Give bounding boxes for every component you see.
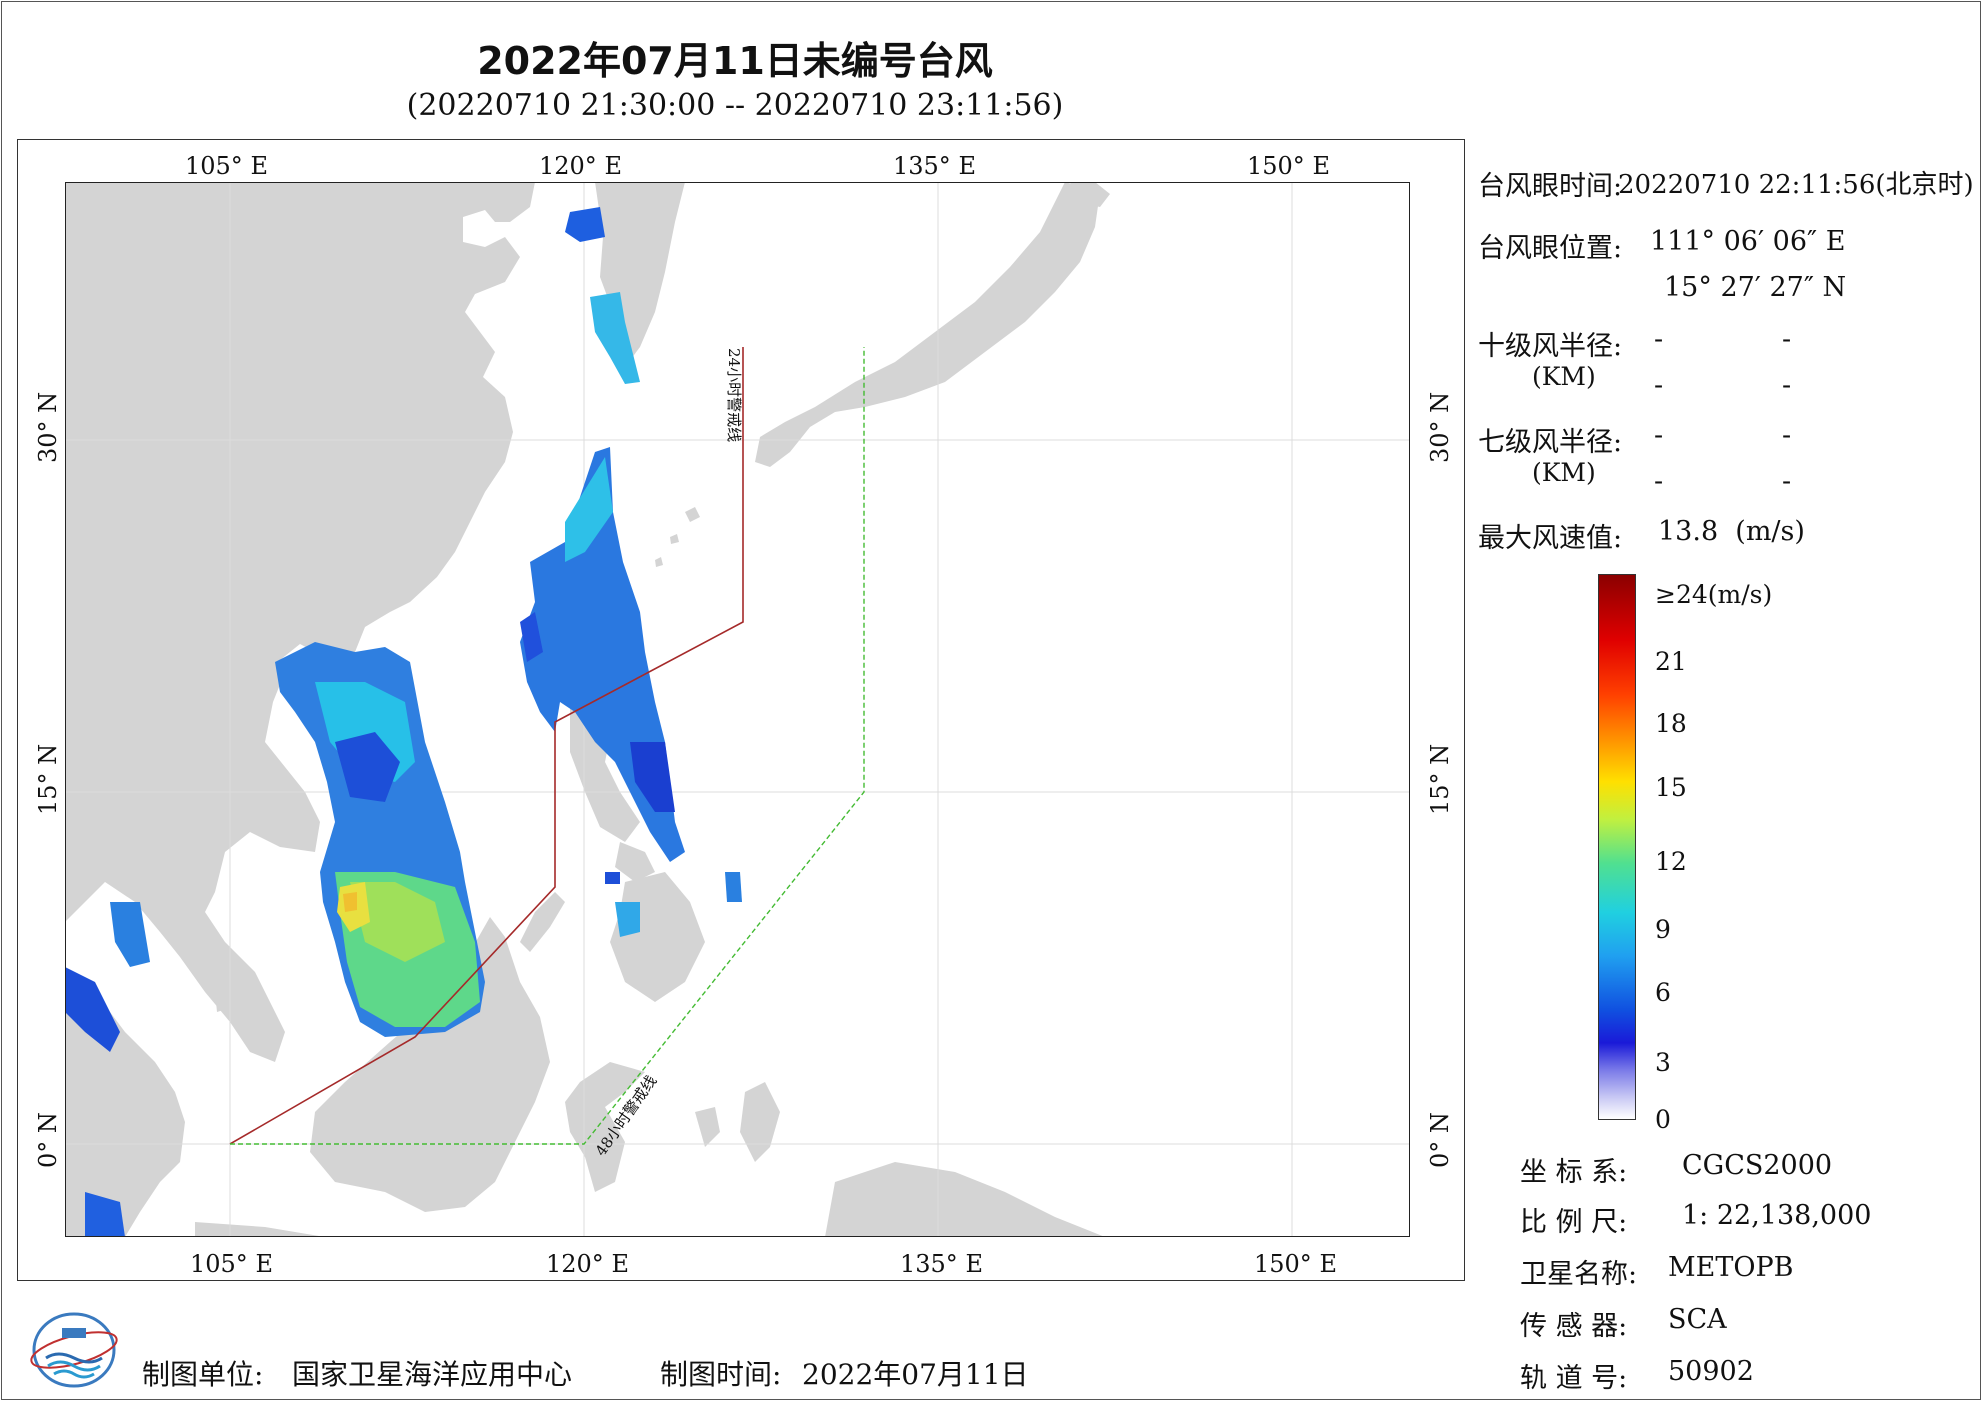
r10-km-label: (KM) — [1532, 362, 1596, 391]
gulf-of-thailand-islands — [215, 987, 233, 1012]
new-guinea-island — [825, 1162, 1105, 1237]
satellite-label: 卫星名称: — [1520, 1259, 1638, 1290]
nsoas-logo-icon — [30, 1312, 118, 1388]
hokkaido-island — [1070, 182, 1110, 207]
r7-dash-4: - — [1782, 466, 1792, 497]
swath-scs-yellowgreen — [350, 882, 445, 962]
r7-km-label: (KM) — [1532, 458, 1596, 487]
borneo-island — [310, 917, 550, 1212]
moluccas-islands — [695, 1082, 780, 1162]
swath-luzon-deepblue — [630, 742, 675, 812]
crs-value: CGCS2000 — [1682, 1150, 1833, 1181]
palawan-island — [520, 892, 565, 952]
map-subtitle: (20220710 21:30:00 -- 20220710 23:11:56) — [406, 88, 1064, 123]
colorbar-label-18: 18 — [1655, 709, 1687, 738]
r7-label: 七级风半径: — [1478, 427, 1623, 458]
eye-latitude: 15° 27′ 27″ N — [1664, 272, 1847, 303]
lat-tick-left-15: 15° N — [34, 743, 62, 815]
lon-tick-bottom-105: 105° E — [190, 1250, 273, 1278]
swath-taiwan-blue — [520, 612, 543, 662]
sensor-label: 传 感 器: — [1520, 1311, 1628, 1342]
swath-sulu-sea — [615, 902, 640, 937]
producer-value: 国家卫星海洋应用中心 — [292, 1358, 573, 1391]
lon-tick-top-135: 135° E — [893, 152, 976, 180]
lat-tick-right-0: 0° N — [1426, 1112, 1454, 1168]
sulawesi-island — [565, 1062, 645, 1192]
lat-tick-right-15: 15° N — [1426, 743, 1454, 815]
r7-dash-1: - — [1654, 420, 1664, 451]
lon-tick-bottom-120: 120° E — [546, 1250, 629, 1278]
satellite-value: METOPB — [1668, 1252, 1794, 1283]
colorbar-label-6: 6 — [1655, 978, 1671, 1007]
colorbar-label-21: 21 — [1655, 647, 1687, 676]
swath-yellow-sea — [590, 292, 640, 384]
swath-gulf-thailand — [110, 902, 150, 967]
swath-mindanao-east — [725, 872, 742, 902]
lon-tick-top-105: 105° E — [185, 152, 268, 180]
lat-tick-right-30: 30° N — [1426, 391, 1454, 463]
colorbar-label-12: 12 — [1655, 847, 1687, 876]
max-wind-value: 13.8 (m/s) — [1658, 516, 1805, 547]
lon-tick-bottom-150: 150° E — [1254, 1250, 1337, 1278]
swath-malacca — [65, 967, 120, 1052]
orbit-label: 轨 道 号: — [1520, 1363, 1628, 1394]
lon-tick-bottom-135: 135° E — [900, 1250, 983, 1278]
wind-swaths — [65, 207, 742, 1237]
r10-label: 十级风半径: — [1478, 331, 1623, 362]
eye-longitude: 111° 06′ 06″ E — [1650, 226, 1846, 257]
lon-tick-top-120: 120° E — [539, 152, 622, 180]
swath-scs-blue-core — [335, 732, 400, 802]
swath-sumatra-south — [85, 1192, 125, 1237]
eye-time-label: 台风眼时间: — [1478, 171, 1623, 202]
java-island — [195, 1222, 325, 1237]
lon-tick-top-150: 150° E — [1247, 152, 1330, 180]
land-areas — [65, 182, 1110, 1237]
sensor-value: SCA — [1668, 1304, 1727, 1335]
max-wind-label: 最大风速值: — [1478, 523, 1623, 554]
orbit-value: 50902 — [1668, 1356, 1754, 1387]
colorbar-label-24: ≥24(m/s) — [1655, 580, 1773, 609]
colorbar-label-0: 0 — [1655, 1105, 1671, 1134]
colorbar-label-9: 9 — [1655, 915, 1671, 944]
map-canvas[interactable] — [65, 182, 1410, 1237]
r7-dash-3: - — [1654, 466, 1664, 497]
ryukyu-islands — [655, 507, 700, 567]
lat-tick-left-30: 30° N — [34, 391, 62, 463]
r7-dash-2: - — [1782, 420, 1792, 451]
map-outer-frame — [17, 139, 1465, 1281]
eye-time-value: 20220710 22:11:56(北京时) — [1618, 170, 1974, 200]
colorbar-label-15: 15 — [1655, 773, 1687, 802]
production-time-label: 制图时间: — [660, 1358, 782, 1391]
lat-tick-left-0: 0° N — [34, 1112, 62, 1168]
warning-line-48h — [230, 347, 865, 1145]
scale-value: 1: 22,138,000 — [1682, 1200, 1872, 1231]
asia-mainland — [65, 182, 535, 1062]
sumatra-island — [65, 982, 185, 1237]
map-title: 2022年07月11日未编号台风 — [477, 39, 993, 83]
r10-dash-4: - — [1782, 370, 1792, 401]
colorbar-label-3: 3 — [1655, 1048, 1671, 1077]
producer-label: 制图单位: — [142, 1358, 264, 1391]
warning-line-24h — [229, 347, 744, 1145]
wind-speed-colorbar — [1598, 574, 1636, 1120]
map-inner-border — [65, 182, 1410, 1237]
production-time-value: 2022年07月11日 — [802, 1358, 1029, 1391]
japan-islands — [755, 182, 1100, 467]
eye-position-label: 台风眼位置: — [1478, 233, 1623, 264]
scale-label: 比 例 尺: — [1520, 1207, 1628, 1238]
r10-dash-2: - — [1782, 324, 1792, 355]
r10-dash-3: - — [1654, 370, 1664, 401]
visayas-islands — [615, 842, 655, 882]
r10-dash-1: - — [1654, 324, 1664, 355]
swath-palawan-north — [605, 872, 620, 884]
swath-bohai — [565, 207, 605, 242]
crs-label: 坐 标 系: — [1520, 1157, 1628, 1188]
swath-scs-orange — [343, 892, 357, 912]
swath-taiwan-cyan — [565, 457, 613, 562]
